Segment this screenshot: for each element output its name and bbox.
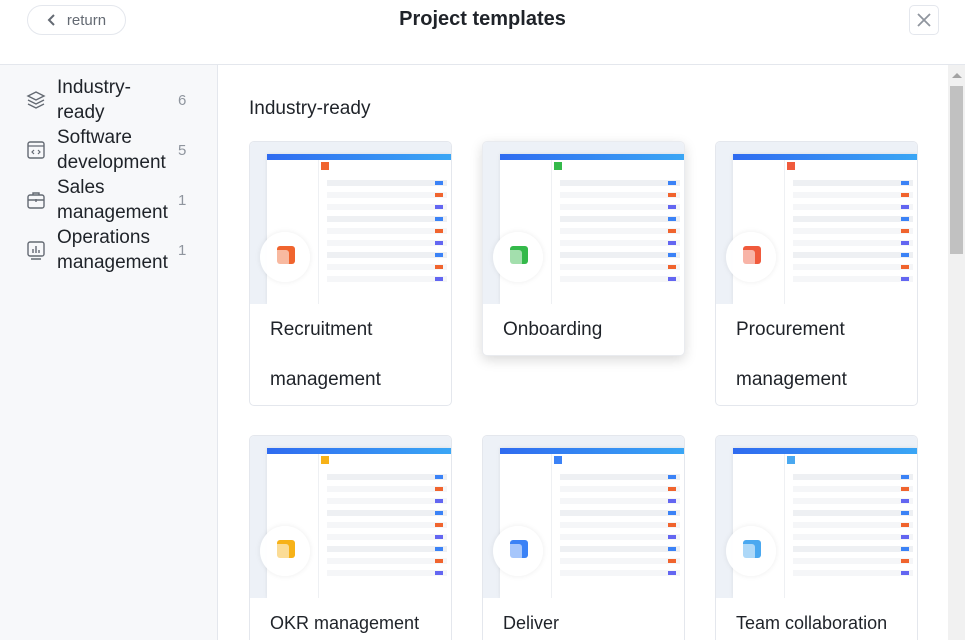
return-label: return: [66, 11, 107, 29]
template-name: Onboarding: [503, 319, 603, 340]
close-button[interactable]: [909, 5, 939, 35]
sidebar-item-industry-ready[interactable]: Industry-ready 6: [0, 75, 217, 125]
sidebar-item-count: 6: [178, 91, 187, 109]
close-icon: [917, 13, 931, 27]
page-title: Project templates: [399, 8, 566, 30]
sidebar-item-sales-management[interactable]: Sales management 1: [0, 175, 217, 225]
sidebar-item-software-development[interactable]: Software development 5: [0, 125, 217, 175]
code-window-icon: [27, 141, 45, 159]
template-name: OKR management: [270, 613, 420, 633]
sidebar: Industry-ready 6 Software development 5 …: [0, 65, 218, 640]
template-preview: [250, 142, 451, 304]
template-card[interactable]: Onboarding: [482, 141, 685, 356]
template-icon-circle: [493, 232, 543, 282]
template-icon-circle: [726, 232, 776, 282]
template-icon-circle: [260, 232, 310, 282]
template-name: Recruitment management: [270, 319, 381, 390]
template-preview: [483, 142, 684, 304]
section-title: Industry-ready: [249, 98, 371, 119]
scrollbar-thumb[interactable]: [950, 86, 963, 254]
scrollbar[interactable]: [948, 65, 965, 640]
sidebar-item-label: Operations management: [57, 227, 168, 273]
sidebar-item-label: Industry-ready: [57, 77, 131, 123]
sidebar-item-operations-management[interactable]: Operations management 1: [0, 225, 217, 275]
bar-chart-icon: [27, 241, 45, 260]
template-card[interactable]: Recruitment management: [249, 141, 452, 406]
layers-icon: [26, 91, 46, 109]
template-icon-circle: [260, 526, 310, 576]
chevron-left-icon: [47, 14, 55, 26]
template-card[interactable]: Deliver: [482, 435, 685, 640]
sidebar-item-label: Sales management: [57, 177, 168, 223]
template-card[interactable]: OKR management: [249, 435, 452, 640]
template-name: Deliver: [503, 613, 560, 633]
briefcase-icon: [27, 192, 45, 209]
template-name: Team collaboration: [736, 613, 888, 633]
header: return Project templates: [0, 0, 965, 65]
template-card[interactable]: Procurement management: [715, 141, 918, 406]
sidebar-item-count: 1: [178, 241, 187, 259]
template-name: Procurement management: [736, 319, 847, 390]
sidebar-item-count: 1: [178, 191, 187, 209]
template-preview: [716, 142, 917, 304]
sidebar-item-label: Software development: [57, 127, 166, 173]
return-button[interactable]: return: [27, 5, 126, 35]
template-card[interactable]: Team collaboration: [715, 435, 918, 640]
scroll-up-arrow-icon[interactable]: [952, 73, 962, 78]
template-preview: [483, 436, 684, 598]
sidebar-item-count: 5: [178, 141, 187, 159]
main-content: Industry-ready Recruitment management On…: [218, 65, 948, 640]
template-preview: [250, 436, 451, 598]
template-icon-circle: [493, 526, 543, 576]
template-preview: [716, 436, 917, 598]
template-icon-circle: [726, 526, 776, 576]
